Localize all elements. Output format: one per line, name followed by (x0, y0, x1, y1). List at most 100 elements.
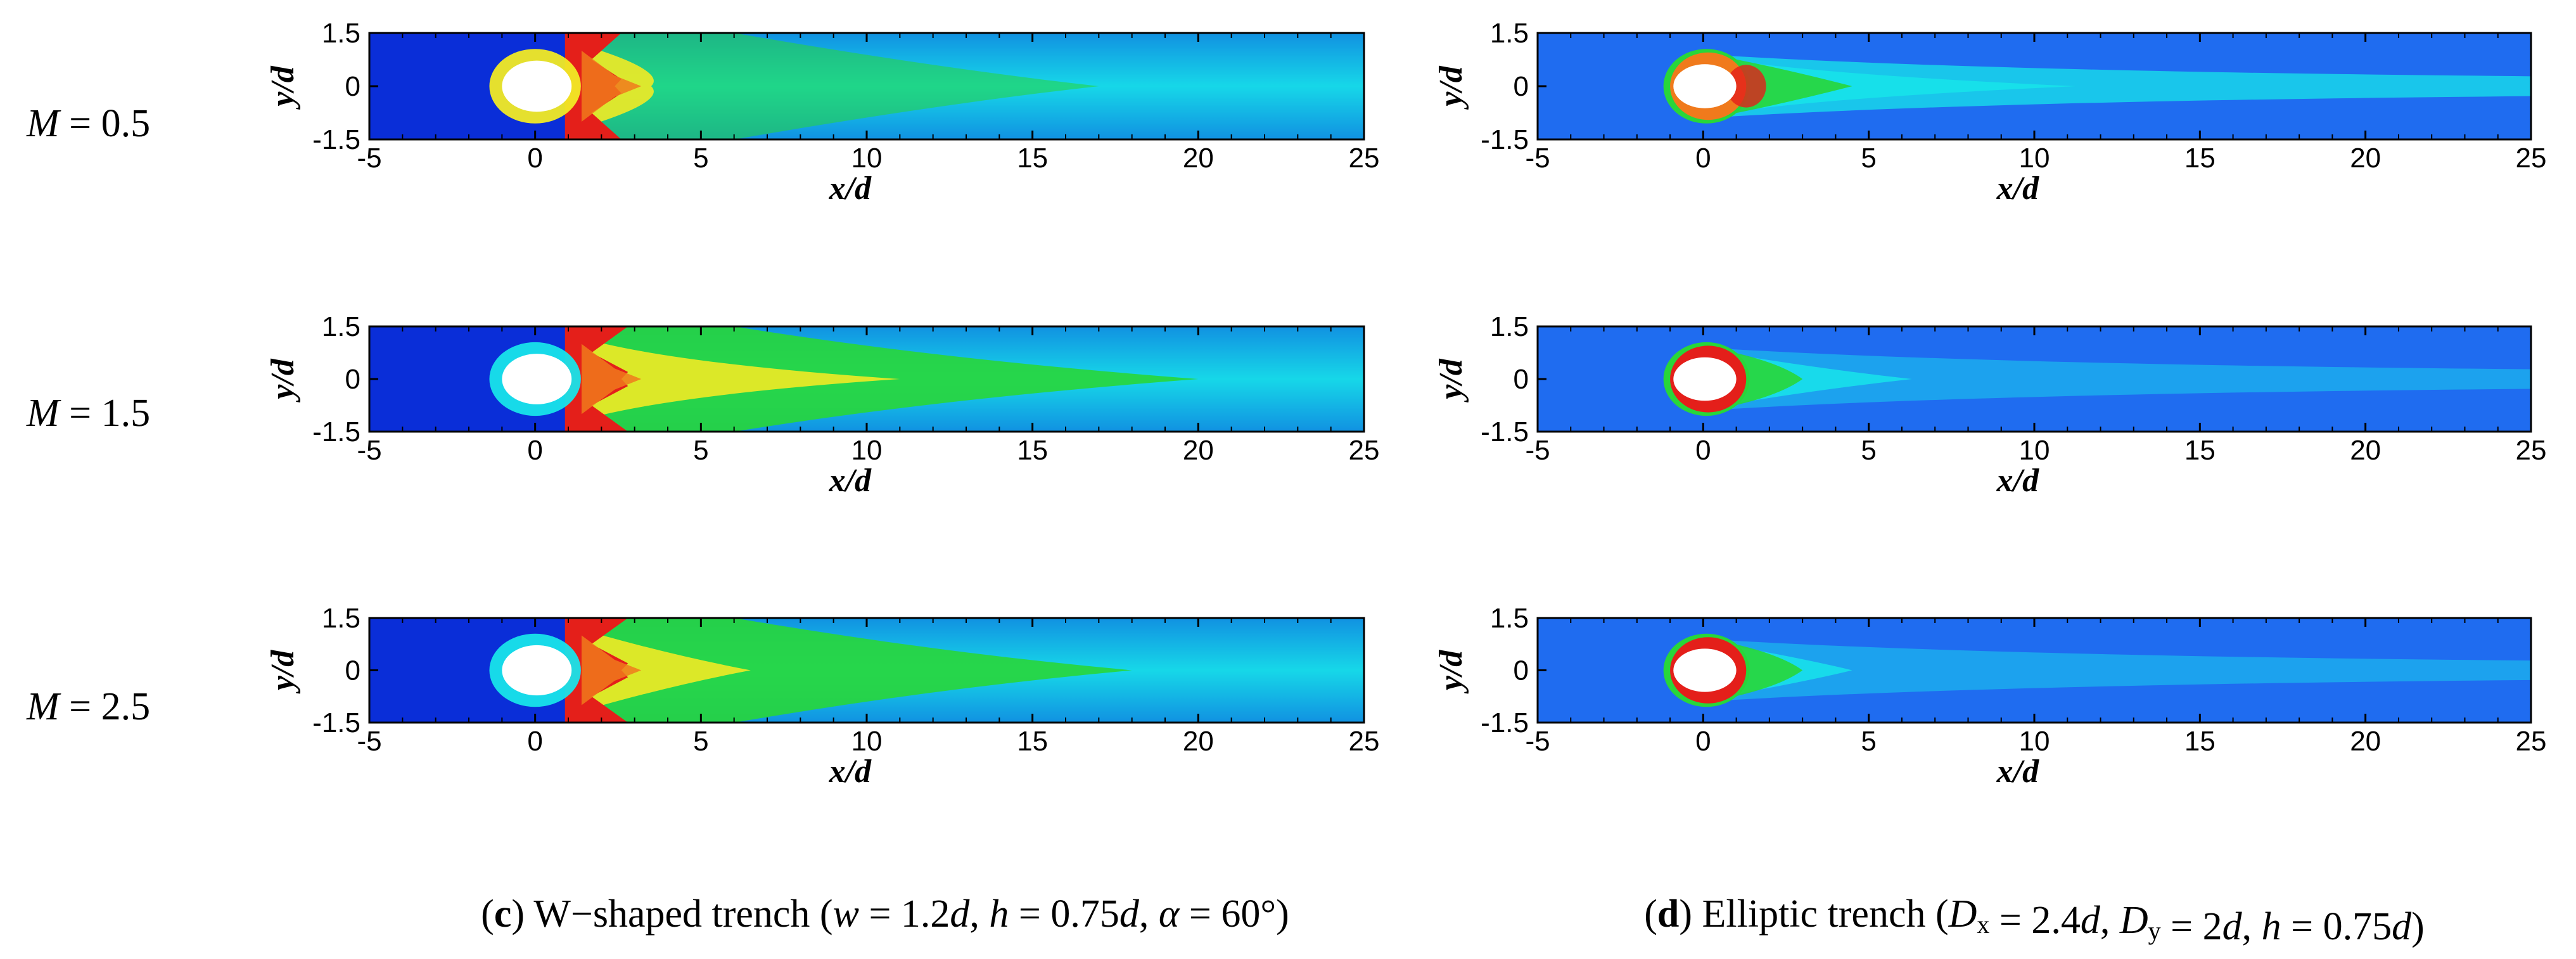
caption-segment: = 60°) (1179, 892, 1289, 936)
y-tick-label: 1.5 (322, 18, 360, 49)
x-tick-label: 0 (527, 726, 542, 757)
orange-core (581, 344, 642, 415)
x-tick-label: 20 (2350, 435, 2381, 466)
y-tick-label: 0 (1514, 71, 1529, 102)
x-tick-label: 25 (2516, 435, 2547, 466)
y-tick-label: 1.5 (1490, 18, 1529, 49)
caption-segment: x (1977, 910, 1989, 939)
caption-segment: d (2081, 899, 2101, 942)
x-tick-label: -5 (1525, 726, 1550, 757)
caption-segment: α (1159, 892, 1180, 936)
x-tick-label: 10 (2019, 726, 2050, 757)
caption-segment: h (2262, 905, 2281, 948)
x-tick-label: 25 (1349, 726, 1380, 757)
film-hole (502, 645, 572, 696)
y-tick-label: 0 (345, 655, 360, 686)
caption-segment: y (2148, 917, 2161, 945)
x-tick-label: -5 (357, 143, 381, 174)
yellow-streak (578, 337, 900, 422)
blowing-ratio-symbol: M (26, 392, 61, 435)
caption-segment: = 2 (2161, 905, 2222, 948)
film-hole (1673, 648, 1737, 692)
x-axis-label: x/d (1996, 463, 2039, 499)
y-tick-label: -1.5 (312, 124, 360, 155)
x-tick-label: 0 (1695, 726, 1711, 757)
x-tick-label: 5 (1861, 143, 1876, 174)
caption-segment: D (1948, 892, 1977, 936)
x-axis-label: x/d (1996, 754, 2039, 790)
x-tick-label: 20 (2350, 726, 2381, 757)
caption-segment: = 0.75 (2281, 905, 2392, 948)
x-tick-label: 15 (2184, 143, 2216, 174)
cyan-plume (1703, 347, 2531, 411)
contour-field (1538, 618, 2531, 723)
x-tick-label: 0 (527, 143, 542, 174)
y-tick-label: 0 (1514, 655, 1529, 686)
caption-segment: d (2222, 905, 2243, 948)
x-tick-label: 15 (2184, 435, 2216, 466)
x-tick-label: 25 (1349, 143, 1380, 174)
y-tick-label: 1.5 (322, 311, 360, 342)
contour-panel: -5 0 5 10 15 20 25 1.5 0 -1.5 x/d y/d (1433, 18, 2546, 207)
y-axis-label: y/d (1433, 358, 1469, 403)
caption-segment: d (1119, 892, 1140, 936)
x-tick-label: 20 (2350, 143, 2381, 174)
caption-segment: c (494, 892, 512, 936)
y-axis-label: y/d (1433, 650, 1469, 695)
caption-segment: ) Elliptic trench ( (1679, 892, 1948, 936)
green-region (578, 618, 1132, 723)
film-hole (1673, 357, 1737, 401)
x-tick-label: 15 (1017, 726, 1048, 757)
caption-segment: h (989, 892, 1009, 936)
x-tick-label: 20 (1183, 726, 1214, 757)
x-tick-label: 25 (2516, 143, 2547, 174)
caption-segment: = 1.2 (859, 892, 950, 936)
contour-panel: -5 0 5 10 15 20 25 1.5 0 -1.5 x/d y/d (265, 311, 1379, 499)
blowing-ratio-label: M = 0.5 (26, 102, 150, 145)
y-tick-label: 0 (345, 364, 360, 395)
contour-panel: -5 0 5 10 15 20 25 1.5 0 -1.5 x/d y/d (265, 603, 1379, 790)
x-tick-label: 20 (1183, 435, 1214, 466)
contour-panel: -5 0 5 10 15 20 25 1.5 0 -1.5 x/d y/d (265, 18, 1379, 207)
caption-segment: ( (1644, 892, 1657, 936)
x-axis-label: x/d (829, 171, 872, 207)
panel-caption: (c) W−shaped trench (w = 1.2d, h = 0.75d… (481, 892, 1289, 936)
blowing-ratio-label: M = 2.5 (26, 685, 150, 728)
blowing-ratio-symbol: M (26, 685, 61, 728)
caption-segment: w (833, 892, 859, 936)
caption-segment: ) (2411, 905, 2425, 948)
x-tick-label: 20 (1183, 143, 1214, 174)
x-tick-label: 15 (2184, 726, 2216, 757)
blowing-ratio-label: M = 1.5 (26, 392, 150, 435)
x-tick-label: -5 (357, 726, 381, 757)
x-tick-label: 0 (1695, 435, 1711, 466)
caption-segment: ) W−shaped trench ( (511, 892, 832, 936)
caption-segment: d (950, 892, 970, 936)
contour-panel: -5 0 5 10 15 20 25 1.5 0 -1.5 x/d y/d (1433, 603, 2546, 790)
y-tick-label: 1.5 (1490, 311, 1529, 342)
contour-panel: -5 0 5 10 15 20 25 1.5 0 -1.5 x/d y/d (1433, 311, 2546, 499)
x-tick-label: 5 (1861, 435, 1876, 466)
x-tick-label: 5 (1861, 726, 1876, 757)
y-axis-label: y/d (1433, 65, 1469, 110)
y-tick-label: 1.5 (1490, 603, 1529, 634)
caption-segment: , (1139, 892, 1159, 936)
y-axis-label: y/d (265, 65, 301, 110)
cyan-plume (1703, 639, 2531, 702)
y-tick-label: -1.5 (1481, 124, 1529, 155)
captions: (c) W−shaped trench (w = 1.2d, h = 0.75d… (481, 892, 2425, 948)
caption-segment: = 2.4 (1989, 899, 2080, 942)
y-axis-label: y/d (265, 650, 301, 695)
x-axis-label: x/d (1996, 171, 2039, 207)
contour-field (1538, 33, 2531, 139)
contour-panels: -5 0 5 10 15 20 25 1.5 0 -1.5 x/d y/d -5 0 5 10 15 20 25 1.… (265, 18, 2546, 790)
film-hole (502, 354, 572, 404)
contour-field (1538, 326, 2531, 432)
y-tick-label: -1.5 (312, 707, 360, 738)
contour-field (369, 326, 1364, 432)
x-tick-label: 5 (693, 435, 708, 466)
y-tick-label: 0 (1514, 364, 1529, 395)
x-axis-label: x/d (829, 754, 872, 790)
x-tick-label: 15 (1017, 435, 1048, 466)
